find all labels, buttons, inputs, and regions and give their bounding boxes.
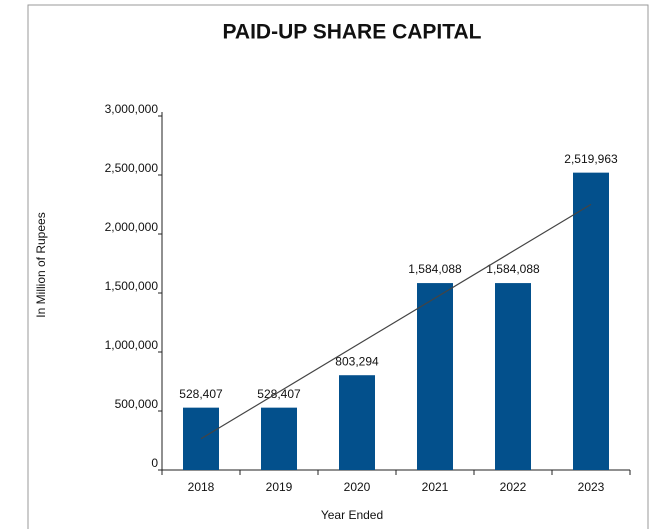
- bar: [495, 283, 531, 470]
- x-tick-label: 2023: [578, 480, 605, 494]
- bar: [183, 407, 219, 470]
- value-label: 1,584,088: [408, 262, 462, 276]
- y-tick-label: 1,500,000: [105, 279, 159, 293]
- x-tick-label: 2018: [188, 480, 215, 494]
- value-label: 1,584,088: [486, 262, 540, 276]
- x-tick-label: 2019: [266, 480, 293, 494]
- y-tick-label: 3,000,000: [105, 102, 159, 116]
- chart-title: PAID-UP SHARE CAPITAL: [222, 21, 481, 44]
- value-label: 2,519,963: [564, 152, 618, 166]
- x-axis-label: Year Ended: [321, 508, 383, 522]
- y-tick-label: 0: [151, 456, 158, 470]
- y-axis-label: In Million of Rupees: [34, 212, 48, 317]
- trendline: [200, 203, 592, 440]
- x-tick-label: 2022: [500, 480, 527, 494]
- frame: [27, 4, 649, 529]
- value-label: 803,294: [335, 354, 379, 368]
- x-tick-label: 2021: [422, 480, 449, 494]
- value-label: 528,407: [257, 387, 301, 401]
- y-tick-label: 2,500,000: [105, 161, 159, 175]
- x-tick-label: 2020: [344, 480, 371, 494]
- bar: [573, 172, 609, 471]
- bar: [261, 407, 297, 470]
- y-tick-label: 1,000,000: [105, 338, 159, 352]
- value-label: 528,407: [179, 387, 223, 401]
- y-tick-label: 2,000,000: [105, 220, 159, 234]
- bar: [417, 283, 453, 470]
- bar: [339, 375, 375, 470]
- y-tick-label: 500,000: [115, 397, 159, 411]
